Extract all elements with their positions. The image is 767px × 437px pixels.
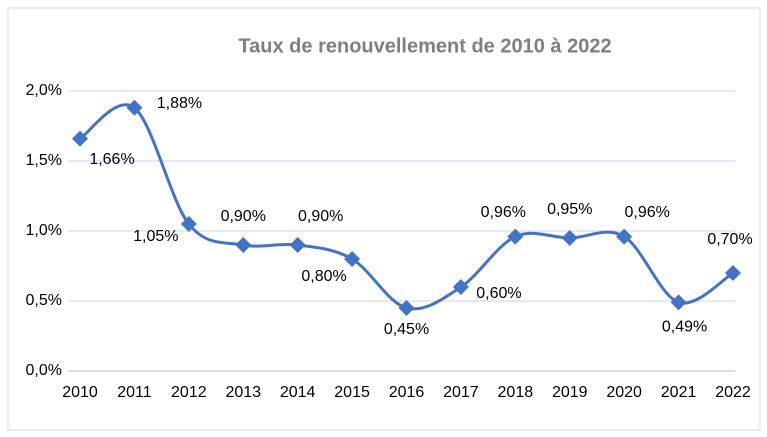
y-tick-label: 2,0% [26,82,62,99]
data-point [289,237,306,253]
data-point [344,251,361,267]
data-label: 0,45% [384,321,429,338]
data-label: 0,70% [707,231,752,248]
y-tick-label: 1,5% [26,152,62,169]
y-tick-label: 0,0% [26,362,62,379]
data-point [725,265,741,281]
data-label: 0,60% [476,285,521,302]
chart-title: Taux de renouvellement de 2010 à 2022 [238,35,611,57]
data-label: 0,80% [301,268,346,285]
x-tick-label: 2012 [171,384,207,401]
data-point [561,230,578,246]
data-point [72,130,88,147]
data-label: 1,88% [157,95,202,112]
x-tick-label: 2019 [552,384,588,401]
x-tick-label: 2020 [606,384,642,401]
data-point [670,294,687,311]
data-point [616,228,633,245]
x-tick-label: 2011 [117,384,152,401]
x-tick-label: 2016 [389,384,425,401]
chart-frame [7,7,761,431]
y-tick-label: 1,0% [26,222,62,239]
data-point [398,300,415,316]
data-label: 0,90% [221,208,266,225]
x-tick-label: 2013 [225,384,261,401]
data-point [180,216,197,232]
data-label: 1,05% [133,228,178,245]
x-tick-label: 2018 [498,384,534,401]
x-tick-label: 2022 [715,384,751,401]
data-point [452,279,469,295]
x-tick-label: 2015 [334,384,370,401]
x-tick-label: 2021 [661,384,697,401]
data-label: 1,66% [89,151,134,168]
data-label: 0,96% [481,204,526,221]
data-point [126,99,143,116]
data-point [507,228,524,245]
data-label: 0,49% [662,319,707,336]
y-tick-label: 0,5% [26,292,62,309]
data-point [235,237,252,253]
x-tick-label: 2010 [62,384,98,401]
data-label: 0,90% [298,208,343,225]
x-tick-label: 2014 [280,384,316,401]
data-label: 0,95% [547,201,592,218]
data-label: 0,96% [624,204,669,221]
x-tick-label: 2017 [443,384,479,401]
